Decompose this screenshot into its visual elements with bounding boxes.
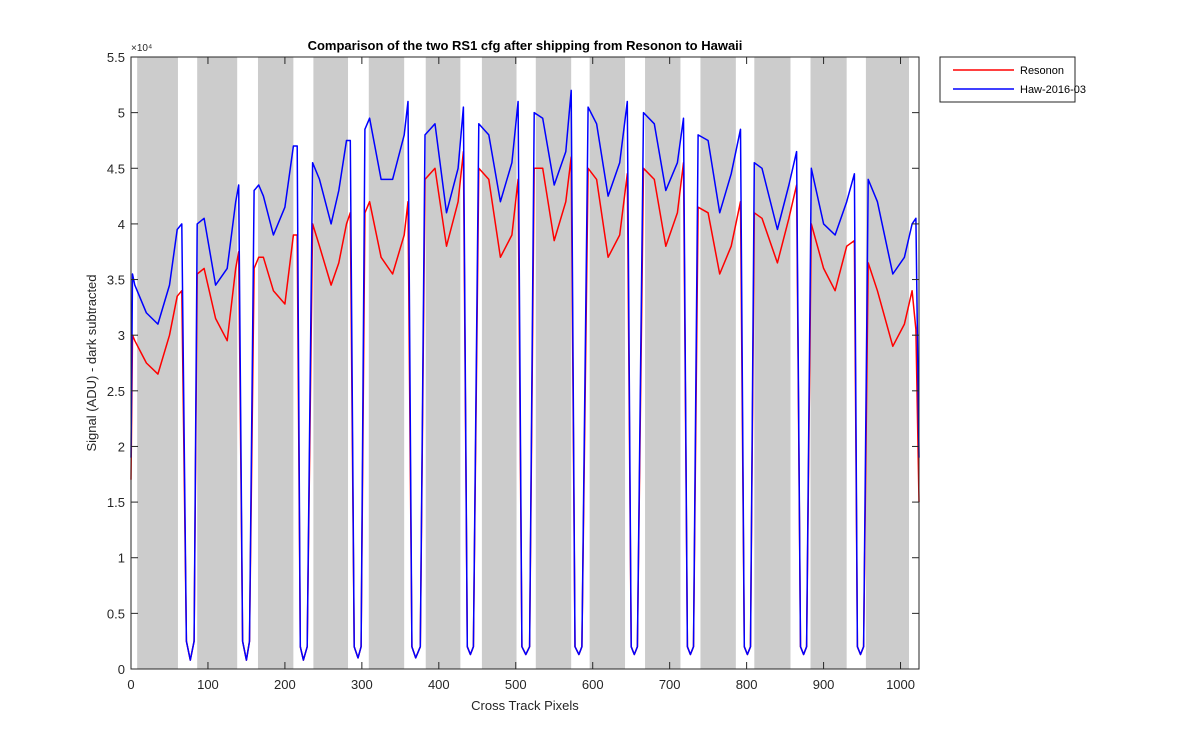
y-tick-label: 0 (118, 662, 125, 677)
x-tick-label: 100 (197, 677, 219, 692)
x-tick-label: 800 (736, 677, 758, 692)
legend-label-haw: Haw-2016-03 (1020, 84, 1086, 96)
series-layer (130, 89, 920, 661)
shaded-band (754, 57, 791, 669)
y-exponent-label: ×10⁴ (131, 43, 152, 54)
y-axis-title: Signal (ADU) - dark subtracted (84, 274, 99, 451)
y-tick-label: 5 (118, 106, 125, 121)
y-tick-label: 2.5 (107, 384, 125, 399)
legend-box (939, 56, 1076, 103)
x-tick-label: 500 (505, 677, 527, 692)
shaded-band (257, 57, 294, 669)
shaded-band (368, 57, 405, 669)
y-tick-label: 4 (118, 217, 125, 232)
y-tick-label: 1.5 (107, 495, 125, 510)
y-tick-label: 1 (118, 551, 125, 566)
x-tick-label: 600 (582, 677, 604, 692)
x-tick-label: 0 (127, 677, 134, 692)
ticks-layer (130, 56, 919, 670)
y-tick-label: 2 (118, 439, 125, 454)
x-tick-labels: 0 100 200 300 400 500 600 700 800 900 1000 (127, 677, 915, 692)
shaded-band (313, 57, 349, 669)
shaded-band (481, 57, 517, 669)
x-tick-label: 200 (274, 677, 296, 692)
x-tick-label: 700 (659, 677, 681, 692)
axes-background (131, 57, 919, 669)
legend: Resonon Haw-2016-03 (939, 56, 1086, 103)
y-tick-label: 5.5 (107, 50, 125, 65)
shaded-band (645, 57, 681, 669)
y-tick-label: 3.5 (107, 273, 125, 288)
axes-box (130, 56, 920, 670)
shaded-band (810, 57, 847, 669)
y-tick-label: 3 (118, 328, 125, 343)
y-tick-labels: 0 0.5 1 1.5 2 2.5 3 3.5 4 4.5 5 5.5 (107, 50, 125, 677)
shaded-band (865, 57, 909, 669)
shaded-regions (137, 57, 909, 669)
y-tick-label: 0.5 (107, 606, 125, 621)
x-tick-label: 300 (351, 677, 373, 692)
shaded-band (137, 57, 178, 669)
shaded-band (535, 57, 572, 669)
x-tick-label: 400 (428, 677, 450, 692)
shaded-band (589, 57, 626, 669)
plot-area: 0 100 200 300 400 500 600 700 800 900 1000 0 0.5 1 1.… (107, 43, 920, 692)
shaded-band (425, 57, 461, 669)
chart-title: Comparison of the two RS1 cfg after ship… (308, 38, 743, 53)
shaded-band (197, 57, 238, 669)
legend-label-resonon: Resonon (1020, 65, 1064, 77)
x-axis-title: Cross Track Pixels (471, 698, 579, 713)
y-tick-label: 4.5 (107, 161, 125, 176)
x-tick-label: 1000 (886, 677, 915, 692)
series-line-haw-2016-03 (130, 89, 920, 661)
shaded-band (700, 57, 736, 669)
x-tick-label: 900 (813, 677, 835, 692)
